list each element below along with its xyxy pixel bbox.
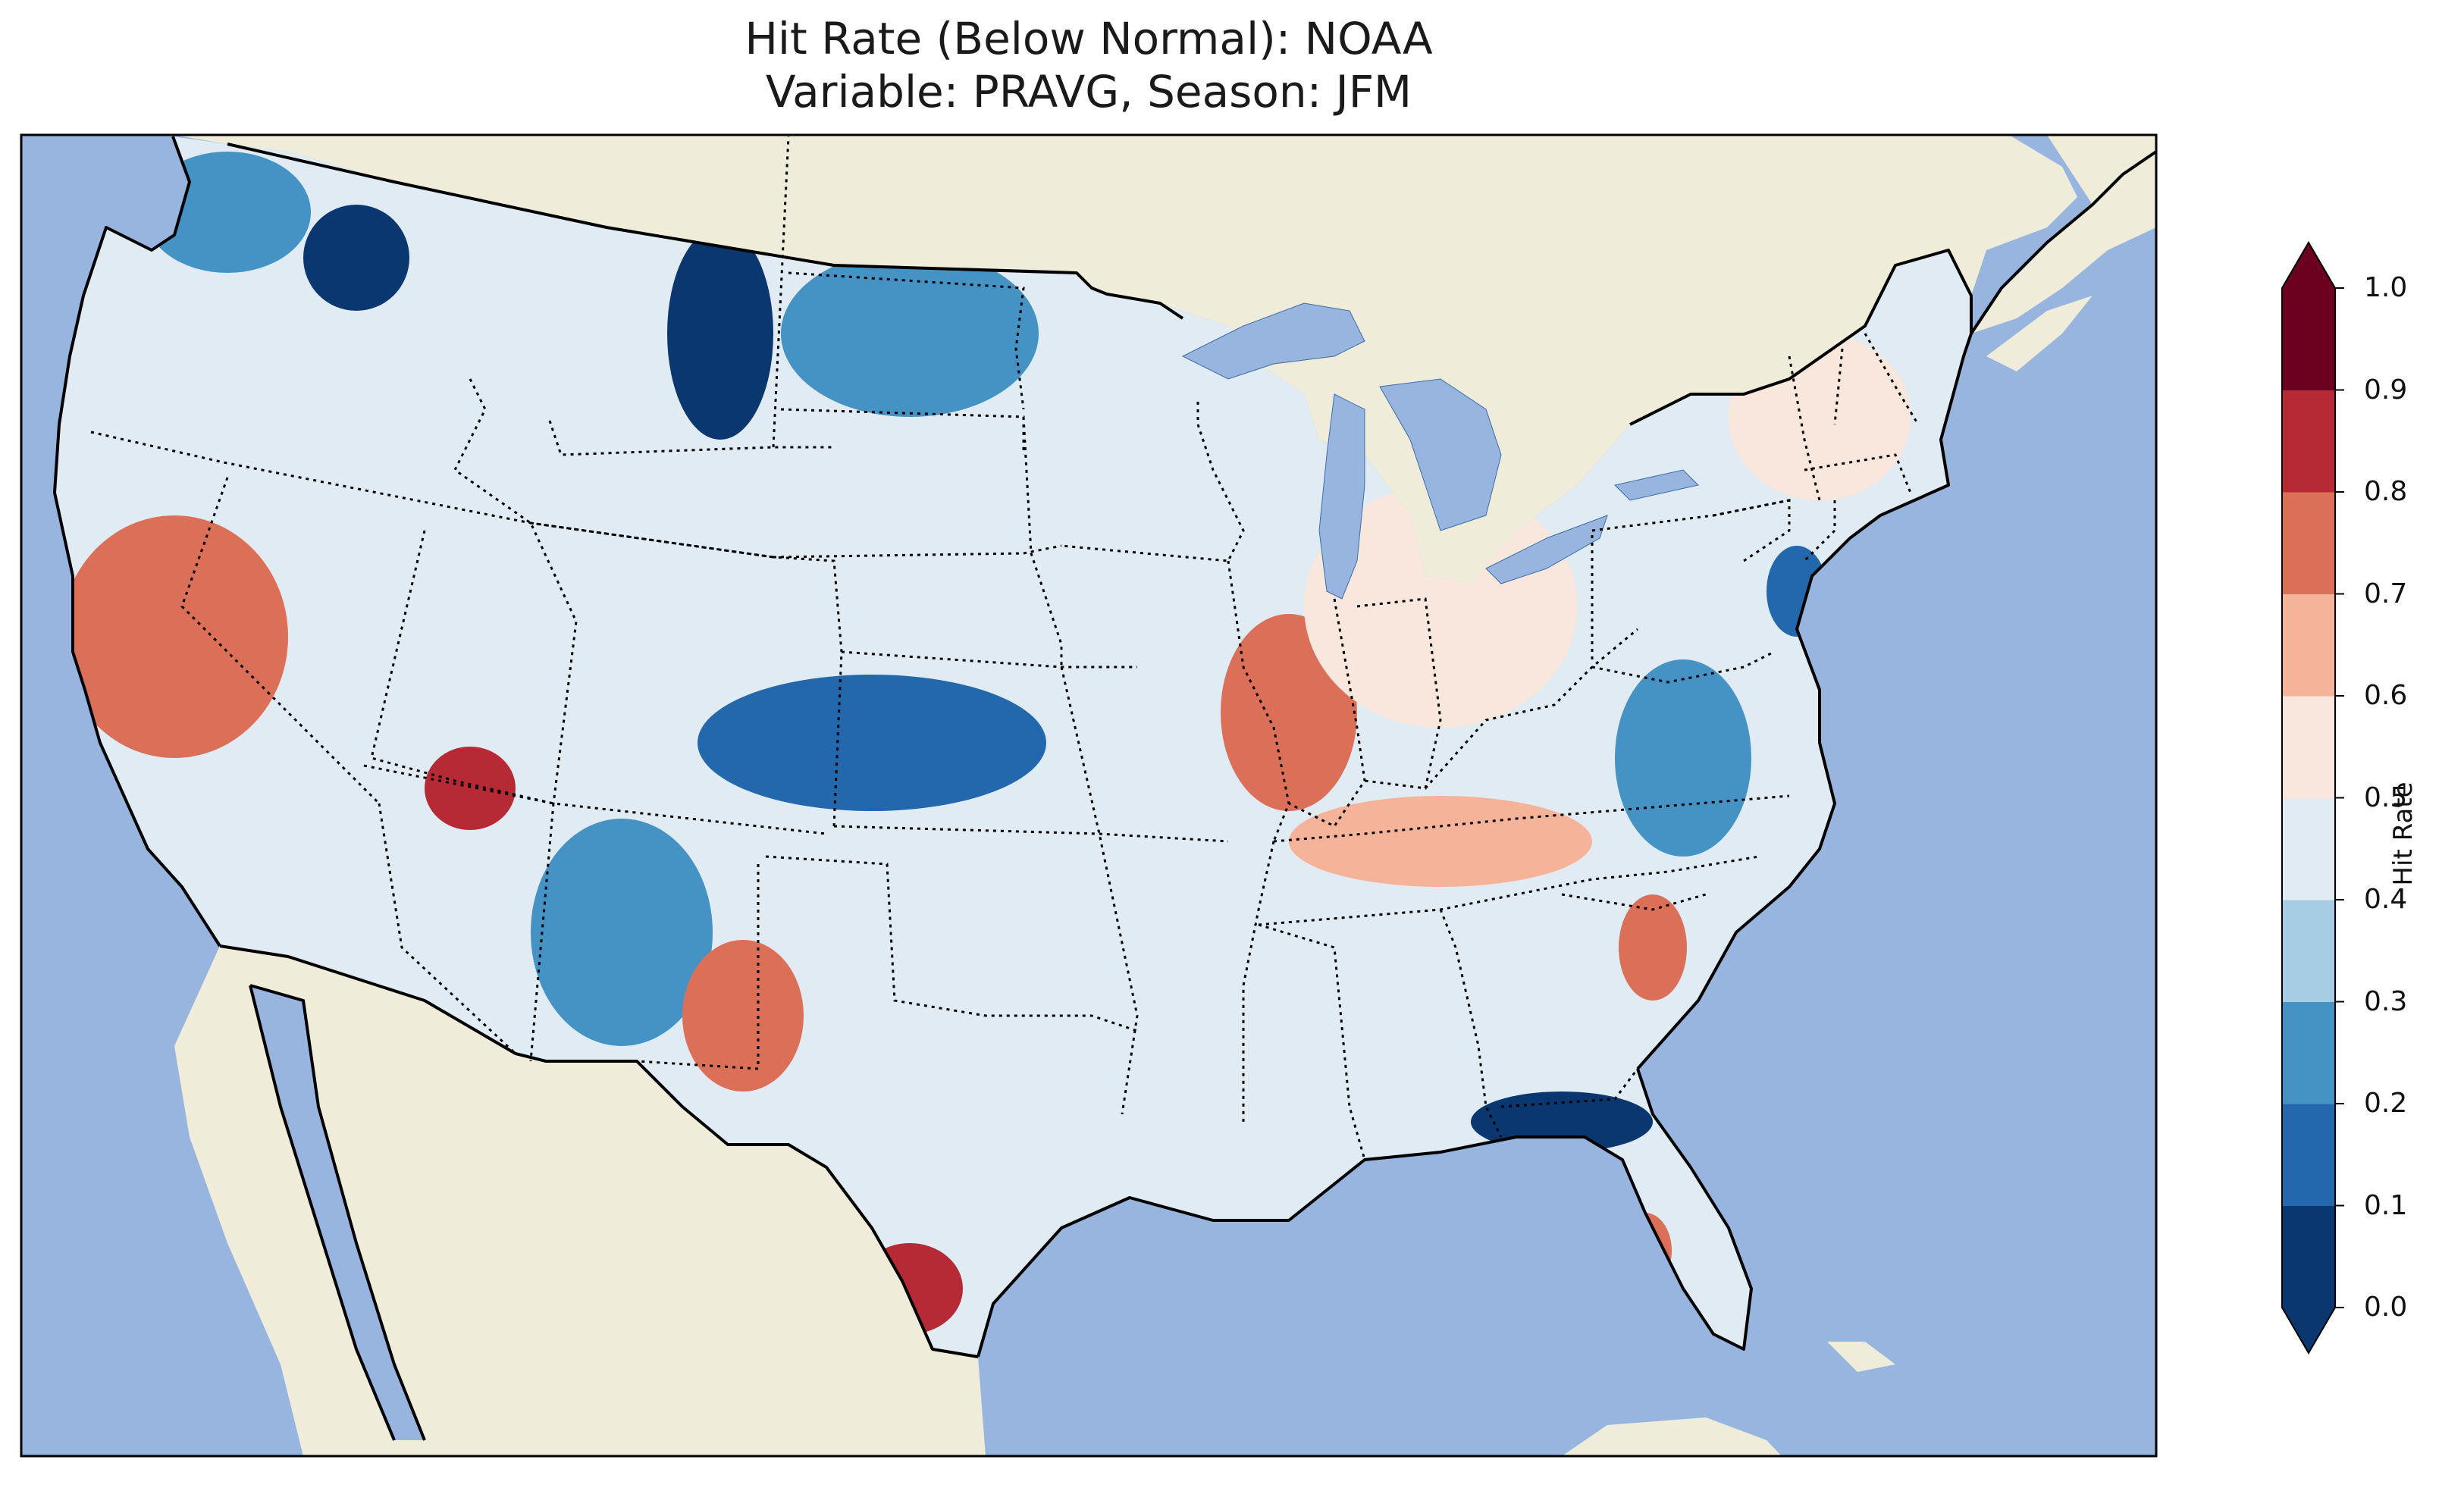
- heat-region: [682, 940, 804, 1092]
- state-border: [636, 864, 760, 1070]
- yucatan-land: [1562, 1417, 1782, 1456]
- state-border: [1258, 855, 1760, 926]
- colorbar-tick-label: 0.8: [2364, 476, 2408, 507]
- state-border: [1288, 598, 1366, 828]
- state-border: [1500, 1068, 1639, 1108]
- colorbar-tick-label: 0.5: [2364, 781, 2408, 813]
- state-border: [530, 521, 843, 827]
- lake-superior: [1181, 302, 1365, 380]
- colorbar-segment: [2282, 492, 2335, 594]
- state-border: [765, 855, 1138, 1032]
- state-border: [1439, 909, 1503, 1138]
- map-title-line-2: Variable: PRAVG, Season: JFM: [765, 66, 1412, 117]
- colorbar-over-arrow: [2282, 243, 2335, 288]
- state-border: [833, 825, 1229, 843]
- state-border: [1713, 499, 1791, 562]
- state-border: [788, 271, 1025, 410]
- heat-region: [61, 515, 288, 758]
- colorbar-tick-label: 0.3: [2364, 985, 2408, 1017]
- state-border: [1864, 333, 1920, 425]
- state-border: [1804, 453, 1912, 493]
- lake-ontario: [1614, 469, 1699, 501]
- heat-region: [303, 205, 409, 311]
- state-border: [1591, 650, 1775, 684]
- atlantic-canada-land: [1971, 135, 2156, 334]
- heat-region: [667, 227, 773, 440]
- colorbar-tick-label: 0.1: [2364, 1189, 2408, 1221]
- state-border: [1242, 841, 1275, 1122]
- colorbar-tick-label: 0.2: [2364, 1088, 2408, 1119]
- canada-east-coastline: [1970, 150, 2156, 335]
- baja-coastline: [249, 984, 426, 1441]
- colorbar: [2281, 241, 2344, 1355]
- state-border: [1356, 597, 1442, 790]
- colorbar-label: Hit Rate: [2388, 781, 2419, 886]
- state-border: [772, 136, 790, 448]
- state-border: [529, 803, 555, 1062]
- colorbar-segment: [2282, 1001, 2335, 1104]
- canada-land: [173, 135, 2077, 584]
- state-border: [1803, 500, 1836, 562]
- us-canada-border-east: [1629, 249, 1973, 426]
- west-coastline: [53, 136, 221, 947]
- nova-scotia-land: [1986, 296, 2093, 371]
- heat-region: [288, 561, 561, 803]
- colorbar-tick-label: 0.7: [2364, 578, 2408, 609]
- colorbar-tick-label: 0.9: [2364, 374, 2408, 406]
- heat-region: [425, 747, 516, 830]
- us-canada-border: [227, 143, 1184, 320]
- lake-michigan: [1318, 393, 1365, 600]
- lake-huron: [1379, 378, 1502, 531]
- state-border: [1022, 416, 1063, 667]
- state-border: [1788, 355, 1821, 501]
- cuba-land: [1827, 1342, 1895, 1372]
- state-border: [180, 477, 381, 805]
- map-title-line-1: Hit Rate (Below Normal): NOAA: [745, 13, 1433, 64]
- heat-region: [781, 250, 1039, 417]
- atlantic-coastline: [1636, 333, 1973, 1070]
- state-border: [1561, 893, 1707, 911]
- heat-region: [1289, 796, 1592, 887]
- us-mexico-border: [219, 944, 979, 1358]
- state-border: [1833, 348, 1844, 425]
- colorbar-tick-label: 1.0: [2364, 272, 2408, 303]
- lake-erie: [1485, 515, 1608, 584]
- state-border: [1227, 560, 1290, 842]
- colorbar-tick-label: 0.4: [2364, 884, 2408, 915]
- heat-region: [531, 819, 713, 1046]
- map-frame: [20, 133, 2158, 1458]
- state-border: [1060, 666, 1139, 1115]
- colorbar-segment: [2282, 696, 2335, 798]
- state-border: [773, 544, 1062, 559]
- colorbar-segment: [2282, 390, 2335, 493]
- colorbar-tick-label: 0.0: [2364, 1292, 2408, 1323]
- state-border: [1258, 923, 1366, 1160]
- colorbar-segment: [2282, 288, 2335, 390]
- heat-region: [1304, 485, 1577, 728]
- heat-region: [1619, 894, 1687, 1001]
- state-border: [1424, 628, 1638, 789]
- colorbar-segment: [2282, 1205, 2335, 1308]
- colorbar-tick-label: 0.6: [2364, 680, 2408, 711]
- state-border: [548, 420, 834, 456]
- colorbar-segment: [2282, 900, 2335, 1002]
- heat-region: [1615, 659, 1751, 857]
- heat-region: [698, 675, 1046, 811]
- state-border: [1273, 794, 1790, 843]
- colorbar-segment: [2282, 797, 2335, 900]
- colorbar-segment: [2282, 594, 2335, 697]
- gulf-coastline: [977, 1068, 1753, 1358]
- colorbar-under-arrow: [2282, 1308, 2335, 1353]
- colorbar-segment: [2282, 1104, 2335, 1206]
